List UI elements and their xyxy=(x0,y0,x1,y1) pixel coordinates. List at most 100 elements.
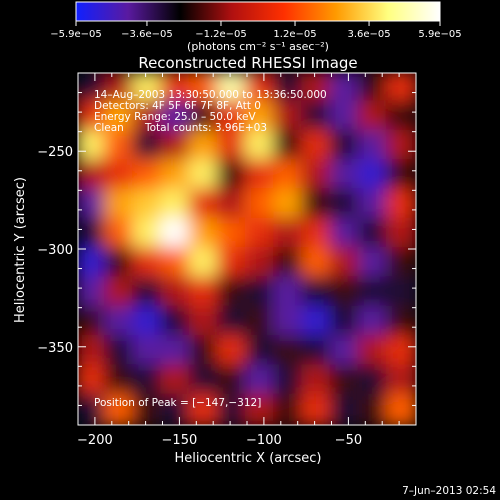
heatmap-cell xyxy=(104,100,137,134)
y-axis-label: Heliocentric Y (arcsec) xyxy=(13,177,28,323)
heatmap-cell xyxy=(160,393,193,425)
heatmap-cell xyxy=(329,129,362,163)
heatmap-cell xyxy=(160,305,193,339)
heatmap-cell xyxy=(329,276,362,310)
heatmap-cell xyxy=(329,335,362,369)
heatmap-cell xyxy=(357,305,390,339)
heatmap-cell xyxy=(357,217,390,251)
x-axis-label: Heliocentric X (arcsec) xyxy=(175,451,322,466)
heatmap-cell xyxy=(132,335,165,369)
heatmap-cell xyxy=(385,100,416,134)
heatmap-cell xyxy=(216,364,249,398)
heatmap-cell xyxy=(216,276,249,310)
heatmap-cell xyxy=(357,335,390,369)
heatmap-cell xyxy=(273,393,306,425)
heatmap-cell xyxy=(385,335,416,369)
heatmap-cell xyxy=(216,73,249,105)
heatmap-cell xyxy=(245,159,278,193)
heatmap-cell xyxy=(357,393,390,425)
heatmap-cell xyxy=(104,247,137,281)
heatmap-cell xyxy=(216,129,249,163)
heatmap-cell xyxy=(78,247,109,281)
heatmap-cell xyxy=(329,100,362,134)
heatmap-cell xyxy=(216,393,249,425)
heatmap-cell xyxy=(188,305,221,339)
y-tick-label: −250 xyxy=(37,145,73,160)
heatmap-cell xyxy=(273,247,306,281)
heatmap-cell xyxy=(301,247,334,281)
heatmap-cell xyxy=(245,217,278,251)
heatmap-cell xyxy=(273,305,306,339)
heatmap-cell xyxy=(104,159,137,193)
heatmap-cell xyxy=(245,276,278,310)
heatmap-cell xyxy=(245,247,278,281)
heatmap-cell xyxy=(160,100,193,134)
heatmap-cell xyxy=(329,247,362,281)
heatmap-cell xyxy=(273,364,306,398)
heatmap-cells xyxy=(78,73,416,425)
heatmap-cell xyxy=(132,129,165,163)
heatmap-cell xyxy=(357,364,390,398)
chart-title: Reconstructed RHESSI Image xyxy=(138,54,357,72)
annotation-clean: Clean xyxy=(94,122,124,134)
heatmap-cell xyxy=(329,73,362,105)
x-tick-label: −200 xyxy=(77,433,113,448)
heatmap-cell xyxy=(357,129,390,163)
colorbar-tick-label: 3.6e−05 xyxy=(347,29,390,40)
heatmap-cell xyxy=(216,217,249,251)
heatmap-cell xyxy=(301,217,334,251)
heatmap-cell xyxy=(160,159,193,193)
heatmap-cell xyxy=(104,217,137,251)
heatmap-cell xyxy=(104,393,137,425)
heatmap-cell xyxy=(357,247,390,281)
heatmap-cell xyxy=(273,100,306,134)
heatmap-cell xyxy=(160,247,193,281)
heatmap-cell xyxy=(160,364,193,398)
y-tick-label: −300 xyxy=(37,243,73,258)
heatmap-cell xyxy=(188,100,221,134)
heatmap-cell xyxy=(132,159,165,193)
heatmap-cell xyxy=(132,247,165,281)
heatmap-cell xyxy=(132,188,165,222)
heatmap-cell xyxy=(132,393,165,425)
heatmap-cell xyxy=(357,100,390,134)
heatmap-cell xyxy=(357,276,390,310)
heatmap-cell xyxy=(245,188,278,222)
heatmap-cell xyxy=(132,305,165,339)
heatmap-area xyxy=(78,73,416,425)
x-axis-ticks: −200 −150 −100 −50 xyxy=(77,73,400,448)
heatmap-cell xyxy=(78,305,109,339)
heatmap-cell xyxy=(301,159,334,193)
colorbar-unit-label: (photons cm⁻² s⁻¹ asec⁻²) xyxy=(187,40,329,53)
footer-date: 7–Jun–2013 02:54 xyxy=(402,485,496,497)
heatmap-cell xyxy=(301,305,334,339)
heatmap-cell xyxy=(188,73,221,105)
heatmap-cell xyxy=(78,159,109,193)
heatmap-cell xyxy=(329,188,362,222)
heatmap-cell xyxy=(104,305,137,339)
heatmap-cell xyxy=(385,305,416,339)
heatmap-cell xyxy=(273,335,306,369)
heatmap-cell xyxy=(245,393,278,425)
heatmap-cell xyxy=(329,393,362,425)
heatmap-cell xyxy=(132,217,165,251)
heatmap-cell xyxy=(245,305,278,339)
heatmap-cell xyxy=(216,247,249,281)
heatmap-cell xyxy=(385,364,416,398)
heatmap-cell xyxy=(78,276,109,310)
heatmap-cell xyxy=(104,276,137,310)
heatmap-cell xyxy=(188,159,221,193)
heatmap-cell xyxy=(385,73,416,105)
heatmap-cell xyxy=(385,188,416,222)
heatmap-cell xyxy=(273,276,306,310)
heatmap-cell xyxy=(188,188,221,222)
heatmap-cell xyxy=(245,364,278,398)
heatmap-cell xyxy=(188,276,221,310)
heatmap-cell xyxy=(104,73,137,105)
annotation-energy: Energy Range: 25.0 – 50.0 keV xyxy=(94,111,256,123)
heatmap-cell xyxy=(301,73,334,105)
heatmap-cell xyxy=(160,217,193,251)
heatmap-cell xyxy=(78,364,109,398)
heatmap-cell xyxy=(273,129,306,163)
